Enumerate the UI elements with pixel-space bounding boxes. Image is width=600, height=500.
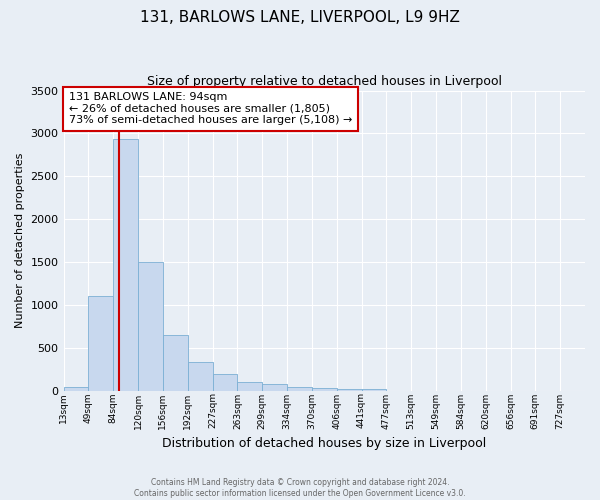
X-axis label: Distribution of detached houses by size in Liverpool: Distribution of detached houses by size …: [162, 437, 487, 450]
Y-axis label: Number of detached properties: Number of detached properties: [15, 153, 25, 328]
Bar: [88, 296, 113, 391]
Bar: [312, 388, 337, 391]
Bar: [337, 389, 362, 391]
Bar: [287, 388, 312, 391]
Title: Size of property relative to detached houses in Liverpool: Size of property relative to detached ho…: [147, 75, 502, 88]
Text: 131, BARLOWS LANE, LIVERPOOL, L9 9HZ: 131, BARLOWS LANE, LIVERPOOL, L9 9HZ: [140, 10, 460, 25]
Bar: [362, 389, 386, 391]
Bar: [64, 387, 88, 391]
Bar: [138, 262, 163, 391]
Bar: [163, 335, 188, 391]
Bar: [188, 362, 212, 391]
Text: 131 BARLOWS LANE: 94sqm
← 26% of detached houses are smaller (1,805)
73% of semi: 131 BARLOWS LANE: 94sqm ← 26% of detache…: [69, 92, 352, 126]
Bar: [113, 138, 138, 391]
Text: Contains HM Land Registry data © Crown copyright and database right 2024.
Contai: Contains HM Land Registry data © Crown c…: [134, 478, 466, 498]
Bar: [262, 384, 287, 391]
Bar: [238, 382, 262, 391]
Bar: [212, 374, 238, 391]
